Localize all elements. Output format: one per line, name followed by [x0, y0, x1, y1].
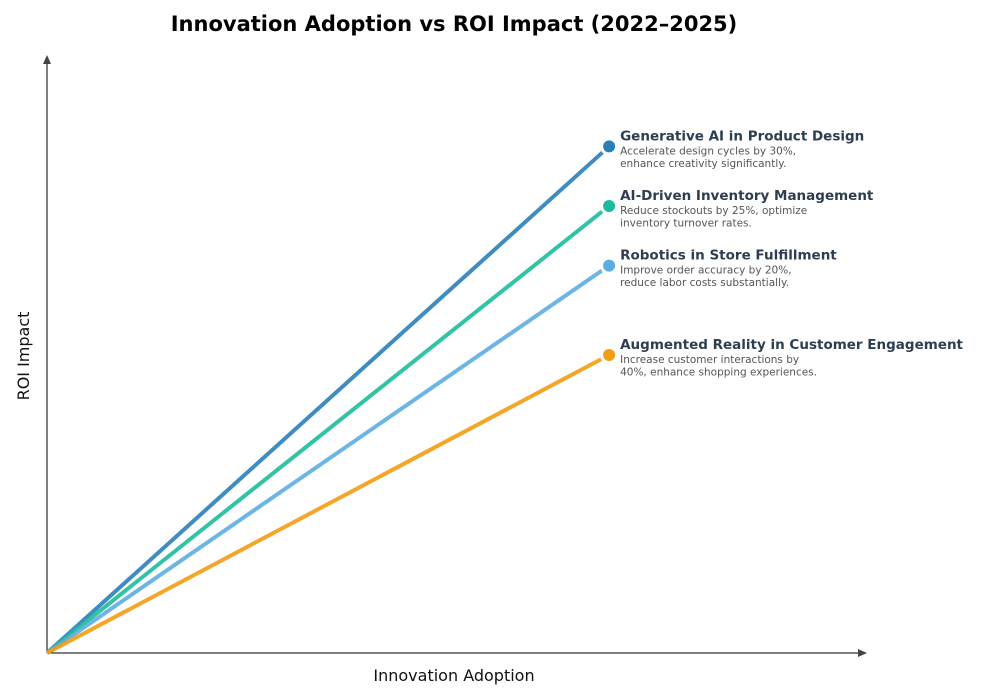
y-axis [43, 55, 51, 653]
x-axis-arrow-icon [858, 649, 867, 657]
annotation-title: AI-Driven Inventory Management [620, 188, 874, 204]
annotation-title: Augmented Reality in Customer Engagement [620, 337, 963, 353]
series-line [45, 150, 604, 655]
annotation-description: inventory turnover rates. [620, 218, 752, 230]
annotation-description: Reduce stockouts by 25%, optimize [620, 205, 807, 217]
series-end-marker [603, 200, 616, 212]
y-axis-arrow-icon [43, 55, 51, 64]
series-line [46, 357, 603, 655]
annotation-description: 40%, enhance shopping experiences. [620, 367, 817, 379]
annotation-description: reduce labor costs substantially. [620, 277, 789, 289]
annotation-description: Accelerate design cycles by 30%, [620, 145, 796, 157]
series-line [45, 210, 604, 655]
series-3: Augmented Reality in Customer Engagement… [46, 337, 964, 655]
series-end-marker [603, 349, 616, 361]
annotation-description: enhance creativity significantly. [620, 158, 786, 170]
annotation-title: Robotics in Store Fulfillment [620, 248, 837, 264]
series-line [45, 269, 603, 655]
series-end-marker [603, 140, 616, 153]
x-axis-label: Innovation Adoption [373, 666, 534, 685]
annotation-description: Improve order accuracy by 20%, [620, 265, 791, 277]
annotation-title: Generative AI in Product Design [620, 128, 864, 144]
chart-title: Innovation Adoption vs ROI Impact (2022–… [171, 12, 738, 36]
annotation-description: Increase customer interactions by [620, 354, 799, 366]
series-end-marker [603, 259, 616, 272]
series-0: Generative AI in Product DesignAccelerat… [45, 128, 864, 655]
x-axis [47, 649, 867, 657]
y-axis-label: ROI Impact [14, 312, 33, 401]
